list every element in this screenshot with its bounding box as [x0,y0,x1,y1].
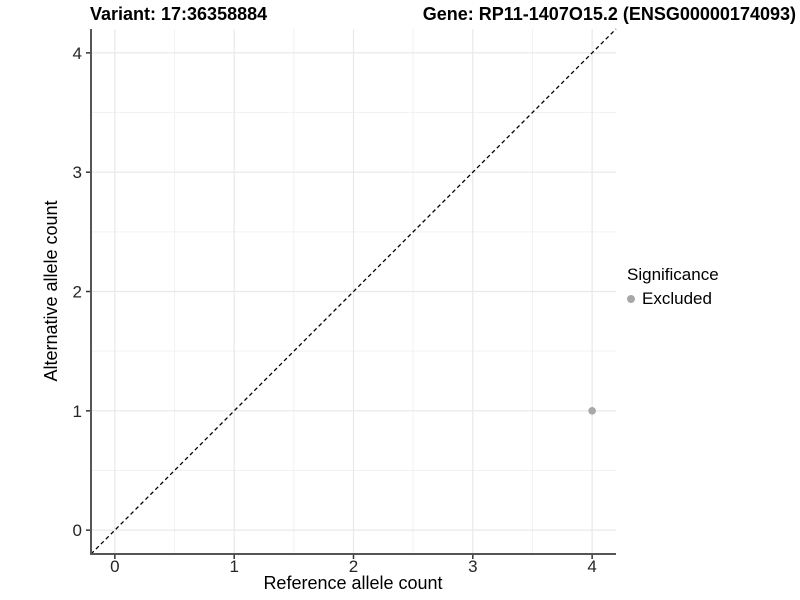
identity-line [90,28,617,555]
variant-title: Variant: 17:36358884 [90,4,268,24]
y-tick-label: 4 [73,44,82,63]
x-tick-label: 3 [468,557,477,576]
data-point-excluded [588,407,596,415]
y-tick-labels: 0 1 2 3 4 [73,44,82,540]
x-tick-label: 0 [110,557,119,576]
x-tick-labels: 0 1 2 3 4 [110,557,597,576]
x-axis-label: Reference allele count [263,573,442,593]
x-tick-label: 1 [229,557,238,576]
y-axis-label: Alternative allele count [41,200,61,381]
gene-title: Gene: RP11-1407O15.2 (ENSG00000174093) [422,4,796,24]
points-layer [588,407,596,415]
legend: Significance Excluded [627,264,719,309]
legend-entry-label: Excluded [642,289,712,308]
legend-key-dot-icon [627,294,635,303]
y-tick-label: 3 [73,163,82,182]
y-tick-label: 1 [73,402,82,421]
y-tick-label: 0 [73,521,82,540]
y-tick-label: 2 [73,283,82,302]
legend-title: Significance [627,265,719,284]
legend-entry-excluded: Excluded [627,288,719,309]
x-tick-label: 2 [349,557,358,576]
plot-title-row: Variant: 17:36358884 Gene: RP11-1407O15.… [90,3,796,25]
x-tick-label: 4 [587,557,596,576]
